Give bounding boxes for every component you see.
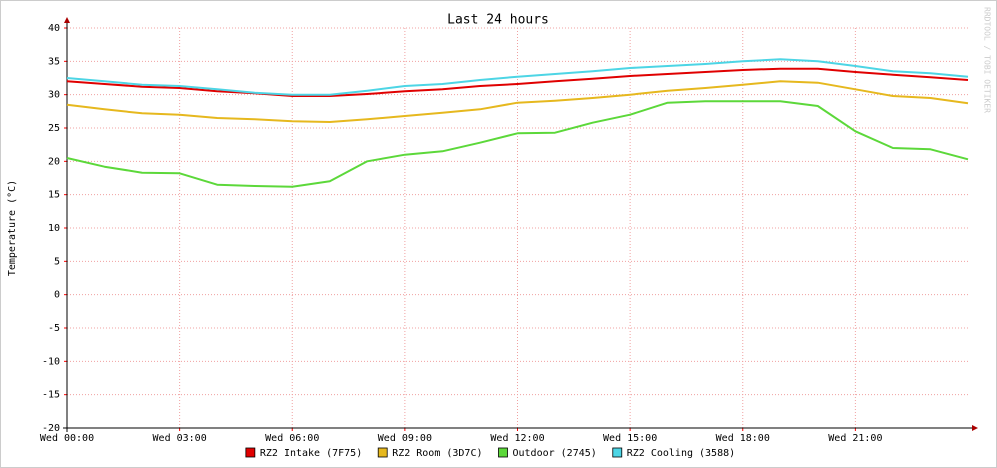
legend-swatch <box>245 447 256 458</box>
y-tick-label: -10 <box>42 356 60 367</box>
legend-label: Outdoor (2745) <box>513 448 597 459</box>
x-tick-label: Wed 00:00 <box>40 433 94 444</box>
legend-swatch <box>612 447 623 458</box>
y-tick-label: -20 <box>42 423 60 434</box>
y-tick-label: 25 <box>48 123 60 134</box>
legend-swatch <box>498 447 508 458</box>
x-tick-label: Wed 06:00 <box>265 433 319 444</box>
series-line <box>66 100 969 188</box>
y-tick-label: 10 <box>48 223 60 234</box>
x-tick-label: Wed 09:00 <box>378 433 432 444</box>
y-tick-label: -15 <box>42 390 60 401</box>
y-tick-label: 40 <box>48 23 60 34</box>
y-tick-label: -5 <box>48 323 60 334</box>
watermark: RRDTOOL / TOBI OETIKER <box>983 7 992 113</box>
x-tick-label: Wed 15:00 <box>603 433 657 444</box>
x-tick-label: Wed 18:00 <box>716 433 770 444</box>
series-line <box>66 67 969 97</box>
y-tick-label: 20 <box>48 156 60 167</box>
y-tick-label: 30 <box>48 90 60 101</box>
chart-title: Last 24 hours <box>447 13 549 28</box>
y-tick-label: 35 <box>48 56 60 67</box>
y-axis-arrow <box>64 17 70 23</box>
legend-label: RZ2 Cooling (3588) <box>627 448 735 459</box>
x-tick-label: Wed 12:00 <box>490 433 544 444</box>
legend-swatch <box>377 447 388 458</box>
x-tick-label: Wed 03:00 <box>153 433 207 444</box>
x-axis-arrow <box>972 425 978 431</box>
series-line <box>66 58 969 96</box>
series-line <box>66 80 969 123</box>
y-tick-label: 5 <box>54 256 60 267</box>
y-tick-label: 0 <box>54 290 60 301</box>
y-tick-label: 15 <box>48 190 60 201</box>
y-axis-label: Temperature (°C) <box>7 180 18 276</box>
legend-label: RZ2 Room (3D7C) <box>392 448 482 459</box>
legend-label: RZ2 Intake (7F75) <box>260 448 362 459</box>
x-tick-label: Wed 21:00 <box>828 433 882 444</box>
